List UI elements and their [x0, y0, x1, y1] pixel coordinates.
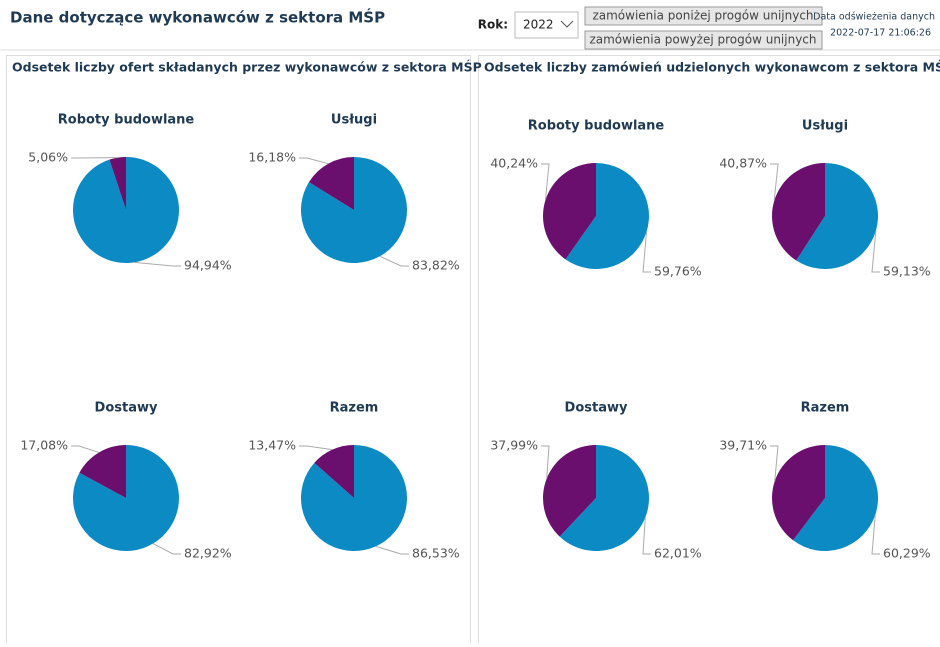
chart-title: Razem: [330, 401, 379, 416]
data-label: 40,87%: [719, 156, 767, 171]
data-label: 60,29%: [883, 546, 931, 561]
chart-title: Roboty budowlane: [58, 113, 195, 128]
leader-line: [299, 446, 332, 450]
data-label: 83,82%: [412, 258, 460, 273]
leader-line: [134, 262, 181, 266]
leader-line: [541, 446, 549, 478]
data-label: 39,71%: [719, 438, 767, 453]
chart-title: Razem: [801, 401, 850, 416]
year-label: Rok:: [478, 18, 508, 32]
button-label: zamówienia poniżej progów unijnych: [592, 9, 813, 23]
data-label: 40,24%: [490, 156, 538, 171]
leader-line: [643, 518, 651, 554]
year-value: 2022: [523, 18, 554, 32]
refresh-label: Data odświeżenia danych: [813, 12, 935, 23]
chart-title: Roboty budowlane: [528, 119, 665, 134]
data-label: 17,08%: [20, 438, 68, 453]
pie-slice: [73, 157, 179, 263]
panel: [479, 56, 940, 644]
data-label: 94,94%: [184, 258, 232, 273]
panel: [7, 56, 471, 644]
panel-title: Odsetek liczby ofert składanych przez wy…: [12, 60, 482, 75]
leader-line: [299, 158, 328, 164]
leader-line: [71, 446, 99, 452]
data-label: 5,06%: [28, 150, 68, 165]
page-title: Dane dotyczące wykonawców z sektora MŚP: [10, 8, 385, 27]
data-label: 59,76%: [654, 264, 702, 279]
chart-title: Usługi: [331, 113, 377, 128]
data-label: 86,53%: [412, 546, 460, 561]
chart-title: Usługi: [802, 119, 848, 134]
data-label: 82,92%: [184, 546, 232, 561]
data-label: 37,99%: [490, 438, 538, 453]
leader-line: [376, 546, 409, 554]
chart-title: Dostawy: [565, 401, 628, 416]
data-label: 13,47%: [248, 438, 296, 453]
leader-line: [872, 515, 880, 554]
panel-title: Odsetek liczby zamówień udzielonych wyko…: [484, 60, 940, 75]
data-label: 16,18%: [248, 150, 296, 165]
chart-title: Dostawy: [95, 401, 158, 416]
data-label: 62,01%: [654, 546, 702, 561]
refresh-date: 2022-07-17 21:06:26: [830, 28, 931, 39]
button-label: zamówienia powyżej progów unijnych: [589, 33, 816, 47]
leader-line: [153, 544, 181, 554]
leader-line: [380, 256, 409, 266]
data-label: 59,13%: [883, 264, 931, 279]
leader-line: [770, 446, 778, 481]
